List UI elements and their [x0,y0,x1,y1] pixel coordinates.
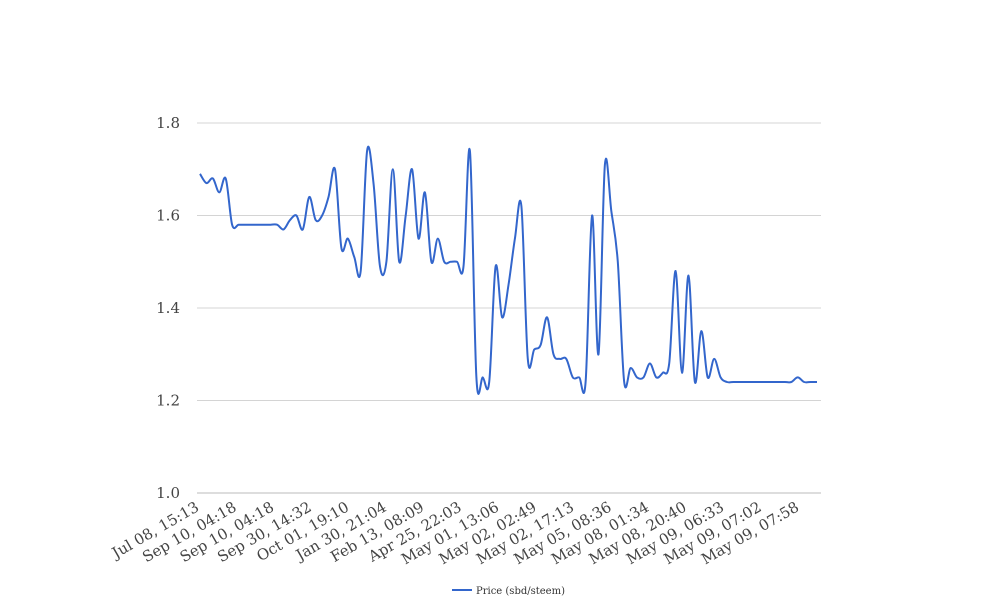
y-axis-ticks: 1.0 1.2 1.4 1.6 1.8 [156,114,180,502]
y-tick-label: 1.6 [156,207,180,225]
y-tick-label: 1.2 [156,392,180,410]
grid-lines [197,122,821,494]
y-tick-label: 1.0 [156,484,180,502]
y-tick-label: 1.4 [156,299,180,317]
legend-label: Price (sbd/steem) [476,586,565,597]
series-line-price [199,145,817,395]
series-layer [199,145,817,395]
legend: Price (sbd/steem) [452,586,565,597]
y-tick-label: 1.8 [156,114,180,132]
